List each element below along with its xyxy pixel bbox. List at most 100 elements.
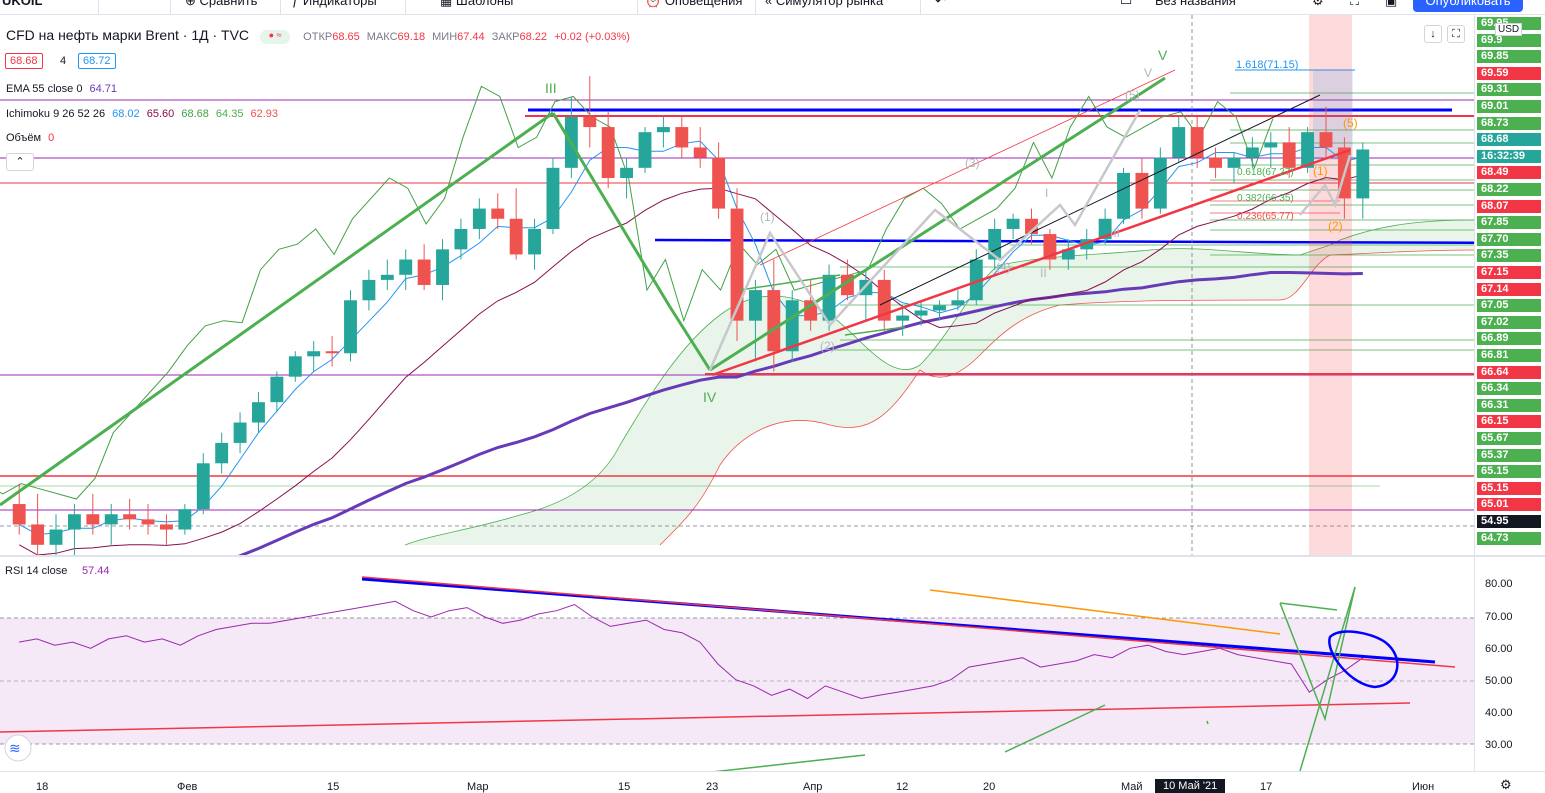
ichimoku-legend[interactable]: Ichimoku 9 26 52 26 68.02 65.60 68.68 64…	[6, 108, 278, 120]
maximize-icon[interactable]: ⛶	[1447, 25, 1465, 43]
candle	[583, 116, 597, 128]
candle	[877, 279, 891, 321]
candle	[822, 274, 836, 321]
candle	[675, 127, 689, 148]
candle	[656, 127, 670, 133]
ema-line	[237, 271, 1363, 555]
price-label: 66.64	[1477, 365, 1541, 379]
candle	[1061, 249, 1075, 260]
volume-legend[interactable]: Объём 0	[6, 132, 54, 144]
price-label: 69.31	[1477, 83, 1541, 97]
wave-label-III: III	[545, 80, 557, 96]
rsi-tick: 60.00	[1485, 643, 1513, 655]
candle	[1227, 157, 1241, 168]
price-chart[interactable]: III IV V V (1) (2) (3) (4) (5) I II III …	[0, 15, 1474, 555]
publish-button[interactable]: Опубликовать	[1413, 0, 1523, 12]
candle	[528, 228, 541, 255]
layout-name[interactable]: Без названия	[1155, 0, 1236, 8]
logo-icon-glyph: ≋	[9, 740, 21, 756]
price-label: 65.15	[1477, 465, 1541, 479]
chikou-value: 68.68	[181, 108, 209, 120]
camera-icon[interactable]: ▣	[1385, 0, 1398, 8]
ask-price[interactable]: 68.72	[78, 53, 116, 69]
subwave-4: (4)	[996, 260, 1011, 274]
candle	[454, 228, 468, 250]
market-status-icon[interactable]: ● ≈	[260, 30, 291, 45]
candle	[730, 208, 744, 321]
wave-label-IV: IV	[703, 389, 717, 405]
price-axis[interactable]: USD 69.9569.969.8569.5969.3169.0168.7368…	[1474, 15, 1545, 556]
candle	[31, 524, 45, 545]
candle	[196, 463, 210, 510]
collapse-legend-icon[interactable]: ⌃	[6, 153, 34, 171]
time-axis[interactable]: 18 Фев 15 Мар 15 23 Апр 12 20 Май 10 Май…	[0, 771, 1545, 793]
layout-icon[interactable]: ▭	[1120, 0, 1133, 8]
ichimoku-lines	[0, 85, 1363, 555]
settings-icon[interactable]: ⚙	[1500, 777, 1512, 792]
candle	[160, 524, 173, 530]
candle	[951, 300, 965, 306]
tenkan-line	[18, 140, 1363, 536]
close-value: 68.22	[519, 31, 547, 43]
candle	[914, 310, 928, 316]
time-tick: Июн	[1412, 781, 1435, 793]
top-toolbar: UKOIL ⊕ Сравнить ƒ Индикаторы ▦ Шаблоны …	[0, 0, 1545, 15]
price-label: 64.73	[1477, 531, 1541, 545]
indicators-button[interactable]: ƒ Индикаторы	[292, 0, 377, 8]
pane-divider[interactable]	[0, 555, 1545, 557]
arrow-down-icon[interactable]: ↓	[1424, 25, 1442, 43]
price-label: 67.85	[1477, 216, 1541, 230]
time-tick: 18	[36, 781, 49, 793]
candle	[436, 249, 449, 285]
settings-icon[interactable]: ⚙	[1312, 0, 1324, 8]
candle	[178, 509, 192, 530]
currency-label[interactable]: USD	[1495, 23, 1523, 36]
logo-icon[interactable]	[4, 734, 32, 762]
time-tick: 15	[618, 781, 631, 793]
price-label: 68.07	[1477, 199, 1541, 213]
orange-sub-5: (5)	[1343, 116, 1358, 130]
toolbar-divider	[920, 0, 921, 14]
candle	[748, 290, 762, 321]
rsi-line	[18, 600, 1364, 700]
time-cursor-label: 10 Май '21	[1155, 779, 1226, 793]
time-tick: 12	[896, 781, 909, 793]
time-tick: Апр	[803, 781, 823, 793]
rsi-legend-label: RSI 14 close	[5, 565, 67, 577]
tenkan-value: 68.02	[112, 108, 140, 120]
fib-0236: 0.236(65.77)	[1237, 211, 1294, 222]
price-label: 69.9	[1477, 33, 1541, 47]
price-label: 65.01	[1477, 498, 1541, 512]
wave-III-small: III	[1110, 226, 1120, 240]
candle	[785, 300, 799, 352]
templates-button[interactable]: ▦ Шаблоны	[440, 0, 513, 9]
time-tick: 20	[983, 781, 996, 793]
wave-I: I	[1045, 186, 1048, 200]
alerts-button[interactable]: ⏰ Оповещения	[645, 0, 742, 9]
low-label: МИН	[432, 31, 458, 43]
fullscreen-icon[interactable]: ⛶	[1350, 0, 1360, 8]
toolbar-divider	[98, 0, 99, 14]
rsi-axis[interactable]: 80.00 70.00 60.00 50.00 40.00 30.00	[1474, 557, 1545, 771]
rsi-chart[interactable]: RSI 14 close 57.44 ≋	[0, 557, 1474, 771]
open-label: ОТКР	[303, 31, 333, 43]
ema-legend[interactable]: EMA 55 close 0 64.71	[6, 83, 117, 95]
candle	[1264, 142, 1278, 148]
symbol-search[interactable]: UKOIL	[2, 0, 43, 8]
spread-value: 4	[60, 55, 67, 67]
fib-zone	[1313, 70, 1353, 160]
candle	[546, 167, 560, 229]
price-label: 65.37	[1477, 448, 1541, 462]
candle	[49, 529, 63, 545]
rsi-red-trend-top	[361, 576, 1456, 668]
price-label: 65.15	[1477, 481, 1541, 495]
candle	[1006, 218, 1020, 229]
toolbar-divider	[280, 0, 281, 14]
undo-icon[interactable]: ↶	[935, 0, 946, 8]
symbol-title[interactable]: CFD на нефть марки Brent · 1Д · TVC	[6, 27, 250, 43]
price-label: 65.67	[1477, 432, 1541, 445]
bid-price[interactable]: 68.68	[5, 53, 43, 69]
rsi-legend-value: 57.44	[82, 565, 110, 577]
replay-button[interactable]: « Симулятор рынка	[765, 0, 883, 8]
compare-button[interactable]: ⊕ Сравнить	[185, 0, 257, 9]
